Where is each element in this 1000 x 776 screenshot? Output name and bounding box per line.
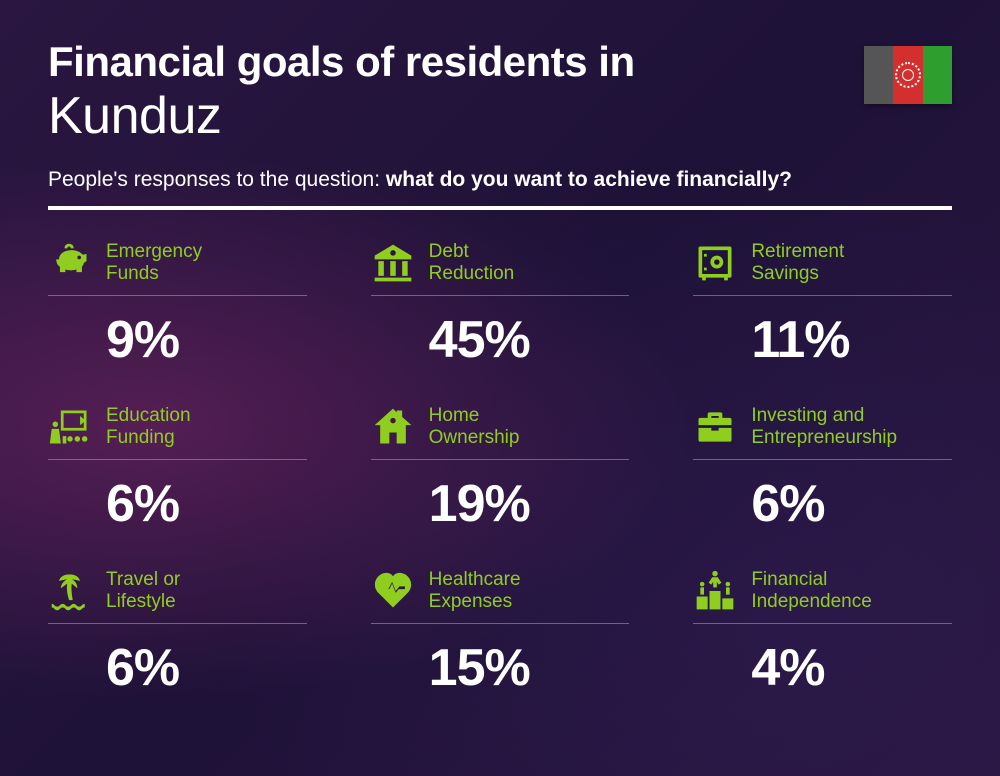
stat-head: EmergencyFunds [48, 240, 307, 296]
house-icon [371, 405, 415, 449]
subtitle-bold: what do you want to achieve financially? [386, 168, 792, 191]
stat-value: 6% [48, 638, 307, 698]
stat-label: HealthcareExpenses [429, 569, 521, 613]
subtitle: People's responses to the question: what… [48, 168, 952, 192]
stat-head: FinancialIndependence [693, 568, 952, 624]
header: Financial goals of residents in Kunduz P… [48, 40, 952, 210]
stat-financial-independence: FinancialIndependence 4% [693, 568, 952, 698]
stat-value: 15% [371, 638, 630, 698]
stat-head: HomeOwnership [371, 404, 630, 460]
stat-head: Travel orLifestyle [48, 568, 307, 624]
stat-value: 19% [371, 474, 630, 534]
safe-icon [693, 241, 737, 285]
flag-stripe-2 [893, 46, 922, 104]
stat-head: EducationFunding [48, 404, 307, 460]
stat-healthcare-expenses: HealthcareExpenses 15% [371, 568, 630, 698]
briefcase-icon [693, 405, 737, 449]
stat-head: RetirementSavings [693, 240, 952, 296]
stat-value: 9% [48, 310, 307, 370]
stat-label: Travel orLifestyle [106, 569, 180, 613]
subtitle-prefix: People's responses to the question: [48, 168, 386, 191]
stat-debt-reduction: DebtReduction 45% [371, 240, 630, 370]
stat-label: EmergencyFunds [106, 241, 202, 285]
stat-label: DebtReduction [429, 241, 515, 285]
stat-emergency-funds: EmergencyFunds 9% [48, 240, 307, 370]
stat-value: 4% [693, 638, 952, 698]
stats-grid: EmergencyFunds 9% DebtReduction 45% Reti… [48, 240, 952, 698]
stat-label: EducationFunding [106, 405, 191, 449]
stat-label: Investing andEntrepreneurship [751, 405, 897, 449]
flag-stripe-3 [923, 46, 952, 104]
heart-pulse-icon [371, 569, 415, 613]
stat-head: DebtReduction [371, 240, 630, 296]
podium-icon [693, 569, 737, 613]
stat-value: 6% [48, 474, 307, 534]
flag-emblem-icon [895, 62, 921, 88]
education-icon [48, 405, 92, 449]
stat-travel-lifestyle: Travel orLifestyle 6% [48, 568, 307, 698]
stat-label: HomeOwnership [429, 405, 520, 449]
stat-value: 6% [693, 474, 952, 534]
flag-afghanistan [864, 46, 952, 104]
title-line2: Kunduz [48, 86, 952, 146]
stat-value: 45% [371, 310, 630, 370]
piggy-bank-icon [48, 241, 92, 285]
stat-investing-entrepreneurship: Investing andEntrepreneurship 6% [693, 404, 952, 534]
header-divider [48, 206, 952, 210]
stat-education-funding: EducationFunding 6% [48, 404, 307, 534]
stat-value: 11% [693, 310, 952, 370]
bank-icon [371, 241, 415, 285]
stat-home-ownership: HomeOwnership 19% [371, 404, 630, 534]
stat-retirement-savings: RetirementSavings 11% [693, 240, 952, 370]
stat-label: FinancialIndependence [751, 569, 871, 613]
stat-head: HealthcareExpenses [371, 568, 630, 624]
palm-icon [48, 569, 92, 613]
stat-label: RetirementSavings [751, 241, 844, 285]
stat-head: Investing andEntrepreneurship [693, 404, 952, 460]
title-line1: Financial goals of residents in [48, 40, 952, 84]
flag-stripe-1 [864, 46, 893, 104]
